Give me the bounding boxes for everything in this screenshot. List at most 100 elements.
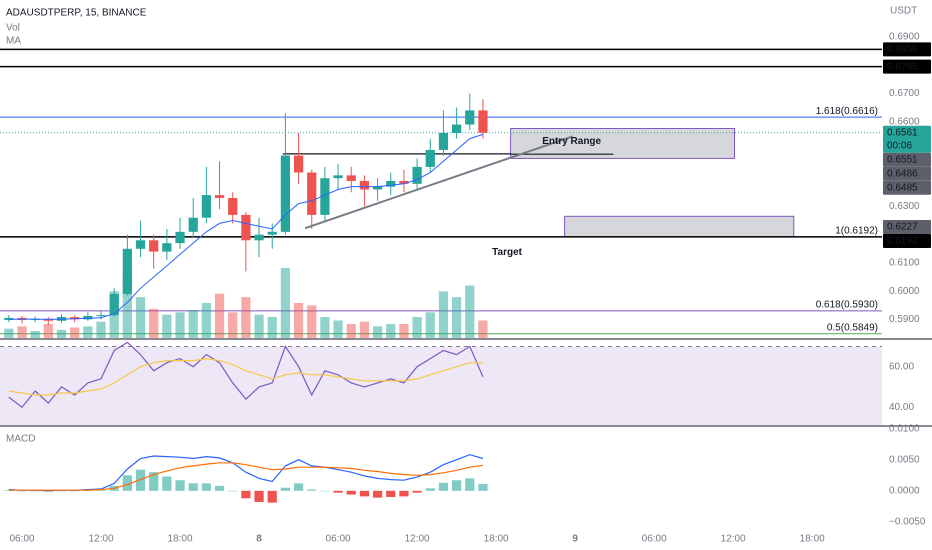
candle-body (122, 248, 132, 294)
legend-vol: Vol (6, 23, 20, 34)
series-line (8, 357, 483, 396)
volume-bar (214, 293, 225, 338)
volume-bar (267, 317, 277, 338)
histogram-bar (149, 472, 159, 491)
y-tick-label: 60.00 (889, 361, 914, 372)
price-tag-bg (883, 180, 931, 195)
price-tag: 0.6856 (887, 44, 918, 55)
annotation: Entry Range (542, 136, 601, 147)
histogram-bar (320, 490, 330, 492)
volume-bar (359, 321, 370, 338)
volume-bar (372, 326, 383, 338)
volume-bar (135, 297, 146, 338)
volume-bar (70, 327, 80, 338)
annotation: Target (492, 247, 522, 258)
y-tick-label: 0.0000 (889, 485, 920, 496)
price-tag-bg (883, 152, 931, 167)
histogram-bar (70, 490, 80, 492)
y-tick-label: 0.6300 (889, 201, 920, 212)
candle-body (70, 317, 80, 320)
candle-body (346, 175, 356, 182)
trend-line (304, 135, 573, 230)
candle-body (241, 214, 251, 241)
histogram-bar (162, 476, 172, 491)
candle-body (96, 315, 106, 317)
price-tag: 0.6486 (887, 168, 918, 179)
zone-rect (564, 215, 795, 238)
rsi-band (0, 346, 882, 425)
price-tag-bg (883, 234, 931, 249)
volume-bar (425, 312, 435, 338)
histogram-bar (214, 485, 225, 491)
volume-bar (162, 314, 172, 338)
zone-rect (510, 127, 735, 159)
series-line (8, 341, 484, 409)
x-tick-label: 06:00 (9, 534, 34, 545)
candle-body (465, 110, 475, 125)
y-tick-label: 0.6600 (889, 116, 920, 127)
candle-body (359, 181, 370, 190)
price-tag-bg (883, 42, 931, 57)
volume-bar (201, 303, 211, 338)
x-tick-label: 12:00 (88, 534, 113, 545)
price-tag: 0.6551 (887, 154, 918, 165)
current-price-tag: 00:06 (887, 140, 912, 151)
price-tag: 0.6227 (887, 222, 918, 233)
candle-body (162, 243, 172, 252)
fib-label: 0.618(0.5930) (816, 300, 878, 311)
histogram-bar (465, 478, 475, 491)
volume-bar (4, 328, 14, 338)
histogram-bar (386, 490, 396, 498)
volume-bar (83, 326, 93, 338)
x-tick-label: 9 (572, 534, 578, 545)
candle-body (307, 172, 317, 215)
histogram-bar (254, 490, 264, 503)
volume-bar (43, 324, 53, 338)
candle-body (267, 231, 277, 235)
histogram-bar (451, 480, 462, 491)
histogram-bar (280, 487, 291, 491)
volume-bar (96, 321, 106, 338)
candle-body (399, 181, 409, 184)
y-tick-label: 0.5900 (889, 314, 920, 325)
volume-bar (149, 308, 159, 338)
y-tick-label: −0.0050 (889, 517, 926, 528)
series-line (8, 462, 483, 491)
price-tag: 0.6192 (887, 236, 918, 247)
volume-bar (175, 312, 185, 338)
histogram-bar (333, 490, 343, 493)
volume-bar (228, 312, 238, 338)
volume-bar (188, 310, 198, 338)
x-tick-label: 18:00 (484, 534, 509, 545)
candle-body (386, 181, 396, 187)
price-tag-bg (883, 220, 931, 235)
fib-label: 1(0.6192) (835, 226, 878, 237)
candle-body (372, 186, 383, 190)
x-tick-label: 12:00 (721, 534, 746, 545)
candle-body (214, 195, 225, 198)
x-tick-label: 06:00 (642, 534, 667, 545)
y-tick-label: 0.6000 (889, 286, 920, 297)
histogram-bar (175, 480, 185, 491)
histogram-bar (228, 490, 238, 492)
candle-body (438, 132, 449, 150)
candle-body (333, 175, 343, 179)
histogram-bar (399, 490, 409, 497)
x-tick-label: 12:00 (405, 534, 430, 545)
histogram-bar (425, 488, 435, 491)
y-tick-label: 0.0100 (889, 423, 920, 434)
histogram-bar (346, 490, 356, 495)
volume-bar (399, 324, 409, 338)
histogram-bar (478, 483, 488, 491)
y-tick-label: 0.6100 (889, 258, 920, 269)
volume-bar (451, 297, 462, 338)
x-tick-label: 8 (256, 534, 262, 545)
candle-body (228, 197, 238, 215)
volume-bar (293, 303, 304, 338)
volume-bar (56, 329, 67, 338)
chart-title: ADAUSDTPERP, 15, BINANCE (6, 8, 147, 19)
histogram-bar (56, 490, 67, 492)
price-tag: 0.6485 (887, 182, 918, 193)
histogram-bar (372, 490, 383, 498)
